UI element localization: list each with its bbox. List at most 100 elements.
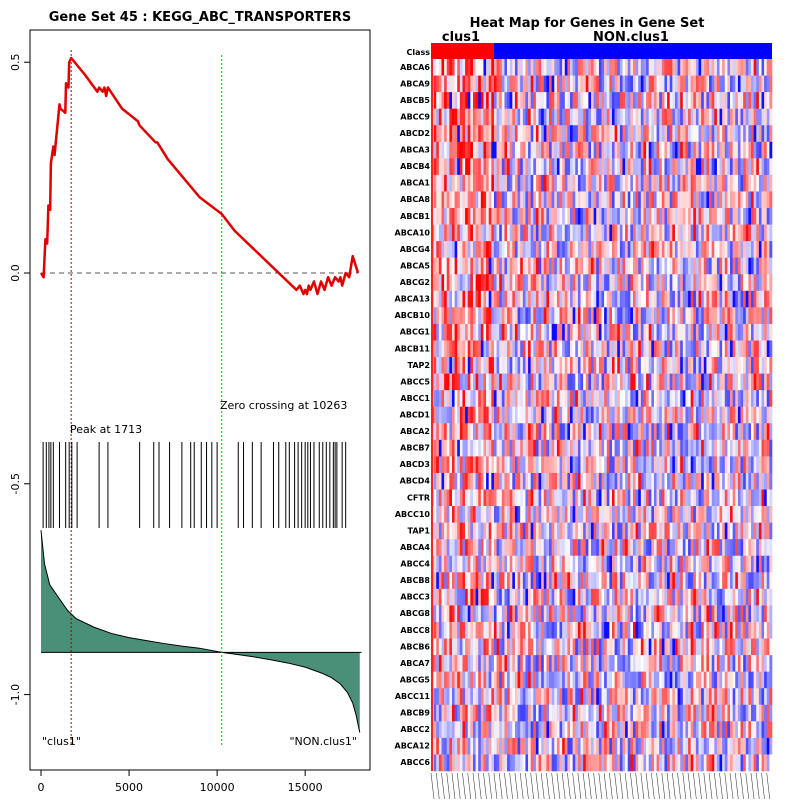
heatmap-cell bbox=[483, 208, 486, 225]
heatmap-cell bbox=[510, 407, 513, 424]
heatmap-cell bbox=[536, 241, 539, 258]
heatmap-cell bbox=[696, 440, 699, 457]
heatmap-cell bbox=[602, 258, 605, 275]
heatmap-cell bbox=[476, 92, 479, 109]
heatmap-cell bbox=[683, 589, 686, 606]
heatmap-cell bbox=[620, 473, 623, 490]
heatmap-cell bbox=[512, 158, 515, 175]
heatmap-cell bbox=[494, 456, 497, 473]
heatmap-cell bbox=[525, 456, 528, 473]
heatmap-cell bbox=[546, 473, 549, 490]
heatmap-cell bbox=[531, 357, 534, 374]
heatmap-cell bbox=[539, 357, 542, 374]
heatmap-cell bbox=[478, 407, 481, 424]
heatmap-cell bbox=[717, 473, 720, 490]
heatmap-cell bbox=[462, 407, 465, 424]
heatmap-cell bbox=[620, 125, 623, 142]
heatmap-cell bbox=[678, 76, 681, 93]
heatmap-cell bbox=[528, 506, 531, 523]
heatmap-cell bbox=[628, 258, 631, 275]
heatmap-cell bbox=[441, 59, 444, 76]
heatmap-cell bbox=[670, 556, 673, 573]
heatmap-cell bbox=[701, 523, 704, 540]
heatmap-cell bbox=[473, 639, 476, 656]
heatmap-cell bbox=[646, 340, 649, 357]
heatmap-cell bbox=[769, 572, 772, 589]
heatmap-cell bbox=[741, 655, 744, 672]
heatmap-cell bbox=[604, 59, 607, 76]
heatmap-cell bbox=[491, 191, 494, 208]
heatmap-cell bbox=[499, 473, 502, 490]
heatmap-cell bbox=[533, 225, 536, 242]
heatmap-cell bbox=[696, 340, 699, 357]
heatmap-cell bbox=[646, 291, 649, 308]
heatmap-cell bbox=[557, 357, 560, 374]
heatmap-cell bbox=[441, 76, 444, 93]
heatmap-cell bbox=[541, 523, 544, 540]
heatmap-cell bbox=[596, 208, 599, 225]
heatmap-cell bbox=[439, 291, 442, 308]
heatmap-cell bbox=[748, 605, 751, 622]
heatmap-cell bbox=[767, 605, 770, 622]
heatmap-cell bbox=[615, 423, 618, 440]
heatmap-cell bbox=[678, 456, 681, 473]
heatmap-cell bbox=[457, 59, 460, 76]
heatmap-cell bbox=[570, 92, 573, 109]
heatmap-cell bbox=[504, 572, 507, 589]
heatmap-cell bbox=[481, 407, 484, 424]
heatmap-cell bbox=[617, 473, 620, 490]
heatmap-cell bbox=[712, 225, 715, 242]
heatmap-cell bbox=[549, 142, 552, 159]
heatmap-cell bbox=[714, 191, 717, 208]
heatmap-cell bbox=[730, 539, 733, 556]
heatmap-cell bbox=[706, 473, 709, 490]
heatmap-cell bbox=[460, 258, 463, 275]
heatmap-cell bbox=[531, 589, 534, 606]
heatmap-cell bbox=[612, 639, 615, 656]
heatmap-cell bbox=[583, 655, 586, 672]
heatmap-cell bbox=[599, 191, 602, 208]
heatmap-cell bbox=[528, 639, 531, 656]
heatmap-cell bbox=[751, 490, 754, 507]
heatmap-cell bbox=[570, 158, 573, 175]
heatmap-cell bbox=[602, 76, 605, 93]
heatmap-cell bbox=[688, 125, 691, 142]
heatmap-cell bbox=[462, 125, 465, 142]
heatmap-cell bbox=[478, 175, 481, 192]
heatmap-cell bbox=[738, 589, 741, 606]
heatmap-cell bbox=[465, 307, 468, 324]
heatmap-cell bbox=[525, 655, 528, 672]
heatmap-cell bbox=[562, 672, 565, 689]
heatmap-cell bbox=[604, 357, 607, 374]
heatmap-cell bbox=[722, 225, 725, 242]
heatmap-cell bbox=[441, 672, 444, 689]
heatmap-cell bbox=[486, 357, 489, 374]
heatmap-cell bbox=[712, 556, 715, 573]
heatmap-cell bbox=[607, 572, 610, 589]
heatmap-cell bbox=[449, 556, 452, 573]
heatmap-cell bbox=[439, 473, 442, 490]
heatmap-cell bbox=[586, 208, 589, 225]
heatmap-cell bbox=[633, 572, 636, 589]
heatmap-cell bbox=[562, 390, 565, 407]
heatmap-cell bbox=[756, 539, 759, 556]
heatmap-cell bbox=[507, 572, 510, 589]
heatmap-cell bbox=[483, 655, 486, 672]
heatmap-cell bbox=[455, 672, 458, 689]
heatmap-cell bbox=[667, 556, 670, 573]
heatmap-cell bbox=[460, 142, 463, 159]
heatmap-cell bbox=[748, 407, 751, 424]
heatmap-cell bbox=[473, 655, 476, 672]
heatmap-cell bbox=[541, 672, 544, 689]
heatmap-cell bbox=[604, 274, 607, 291]
heatmap-cell bbox=[507, 142, 510, 159]
heatmap-cell bbox=[499, 605, 502, 622]
heatmap-cell bbox=[546, 622, 549, 639]
heatmap-cell bbox=[436, 390, 439, 407]
heatmap-cell bbox=[636, 307, 639, 324]
heatmap-cell bbox=[659, 340, 662, 357]
heatmap-cell bbox=[473, 357, 476, 374]
heatmap-cell bbox=[581, 208, 584, 225]
heatmap-cell bbox=[722, 340, 725, 357]
